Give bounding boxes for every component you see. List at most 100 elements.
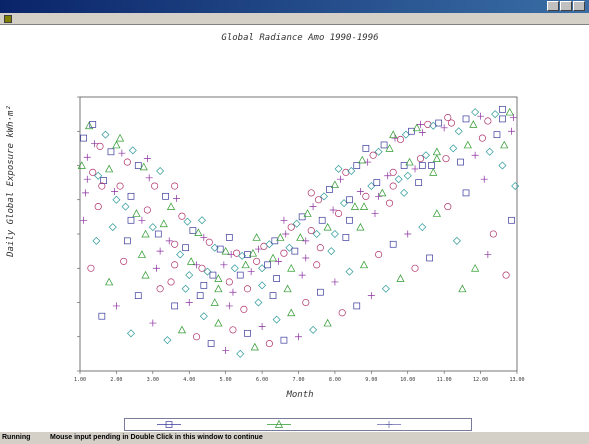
x-tick-label: 5.00 xyxy=(220,377,232,383)
data-point xyxy=(264,261,271,269)
data-point xyxy=(296,233,305,241)
legend-marker xyxy=(385,421,393,428)
data-point xyxy=(209,271,217,279)
data-point xyxy=(143,206,151,214)
data-point xyxy=(330,180,340,189)
data-point xyxy=(81,189,89,197)
data-point xyxy=(87,264,95,272)
data-point xyxy=(331,278,339,286)
data-point xyxy=(241,260,250,269)
data-point xyxy=(317,288,324,296)
data-point xyxy=(200,233,208,241)
data-point xyxy=(137,250,146,258)
data-point xyxy=(484,251,492,259)
data-point xyxy=(200,282,208,289)
data-point xyxy=(373,179,381,186)
x-tick-label: 1.00 xyxy=(74,377,86,383)
data-point xyxy=(230,264,239,273)
y-axis-label: Daily Global Exposure kWh·m² xyxy=(6,105,16,257)
data-point xyxy=(302,237,310,245)
data-point xyxy=(89,168,97,176)
data-point xyxy=(163,336,172,345)
data-point xyxy=(112,302,120,310)
data-point xyxy=(359,202,369,210)
data-point xyxy=(338,309,346,317)
window-titlebar[interactable] xyxy=(0,0,589,13)
data-point xyxy=(499,115,506,123)
data-point xyxy=(138,216,146,224)
data-point xyxy=(509,114,517,122)
x-tick-label: 3.00 xyxy=(147,377,159,383)
data-point xyxy=(177,325,187,334)
plot-frame xyxy=(79,96,518,372)
data-point xyxy=(115,133,125,142)
data-point xyxy=(421,151,430,160)
data-point xyxy=(336,175,344,183)
data-point xyxy=(471,108,480,117)
data-point xyxy=(171,261,179,269)
data-point xyxy=(359,260,369,269)
data-point xyxy=(400,188,409,197)
data-point xyxy=(347,166,356,175)
data-point xyxy=(384,172,392,180)
data-point xyxy=(307,189,315,197)
data-point xyxy=(463,140,472,149)
close-icon[interactable] xyxy=(573,1,585,11)
data-point xyxy=(80,134,87,142)
data-point xyxy=(171,240,179,248)
data-point xyxy=(428,162,435,169)
data-point xyxy=(89,121,97,128)
data-point xyxy=(287,308,296,317)
data-point xyxy=(145,174,153,182)
data-point xyxy=(362,192,370,200)
x-tick-label: 11.00 xyxy=(437,377,452,383)
data-point xyxy=(471,151,479,159)
data-point xyxy=(432,209,441,217)
data-point xyxy=(389,168,397,176)
minimize-icon[interactable] xyxy=(547,1,559,11)
data-point xyxy=(222,346,230,354)
data-point xyxy=(302,254,310,262)
data-point xyxy=(240,305,248,313)
data-point xyxy=(229,288,237,296)
data-point xyxy=(411,165,419,173)
data-point xyxy=(508,127,516,135)
data-point xyxy=(123,158,131,166)
data-point xyxy=(316,244,324,252)
data-point xyxy=(378,188,387,197)
data-point xyxy=(141,229,150,238)
data-point xyxy=(375,251,383,259)
data-point xyxy=(91,140,99,148)
data-point xyxy=(404,230,412,238)
maximize-icon[interactable] xyxy=(560,1,572,11)
data-point xyxy=(396,135,405,144)
data-point xyxy=(127,192,135,200)
data-point xyxy=(416,120,424,128)
data-point xyxy=(105,277,114,286)
data-point xyxy=(462,189,470,197)
data-point xyxy=(313,261,321,269)
data-point xyxy=(178,212,186,220)
data-point xyxy=(400,162,408,169)
data-point xyxy=(493,131,501,139)
app-menu-icon[interactable] xyxy=(4,15,12,23)
data-point xyxy=(159,219,168,228)
data-point xyxy=(362,145,370,152)
data-point xyxy=(303,209,312,217)
data-point xyxy=(273,275,280,282)
data-point xyxy=(250,342,259,351)
data-point xyxy=(189,227,197,234)
data-point xyxy=(369,151,377,159)
data-point xyxy=(350,202,360,210)
data-point xyxy=(287,264,296,272)
data-point xyxy=(247,268,255,276)
data-point xyxy=(385,199,394,207)
data-point xyxy=(280,249,288,257)
data-point xyxy=(77,161,86,169)
scatter-plot: 1.00 2.00 3.00 4.00 5.00 6.00 7.00 8.00 9.00 10.0… xyxy=(74,96,525,383)
data-point xyxy=(165,237,173,245)
data-point xyxy=(98,312,106,320)
data-point xyxy=(282,230,290,238)
data-point xyxy=(265,340,273,348)
data-point xyxy=(356,188,364,196)
